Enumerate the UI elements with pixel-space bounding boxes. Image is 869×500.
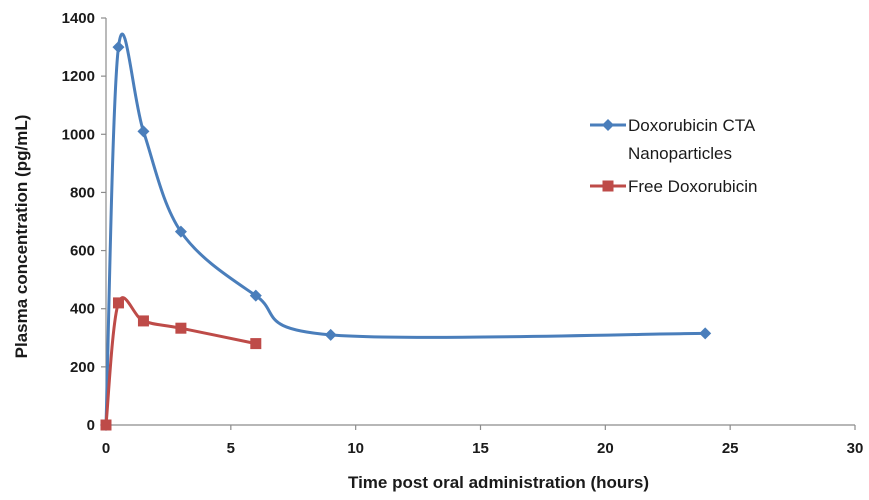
series-line <box>104 296 258 427</box>
x-tick-label: 15 <box>472 440 489 457</box>
y-tick-label: 600 <box>70 243 95 260</box>
data-point <box>112 41 125 54</box>
series-line <box>104 32 707 427</box>
y-tick-label: 1200 <box>62 68 95 85</box>
data-point <box>137 125 150 138</box>
legend-swatch-marker <box>602 119 614 131</box>
data-point <box>699 327 712 340</box>
y-tick-label: 1400 <box>62 10 95 27</box>
series-2 <box>100 296 262 431</box>
data-point <box>100 419 112 431</box>
y-tick-label: 1000 <box>62 126 95 143</box>
x-tick-label: 10 <box>347 440 364 457</box>
x-tick-label: 0 <box>102 440 110 457</box>
x-tick-label: 5 <box>227 440 235 457</box>
x-tick-label: 20 <box>597 440 614 457</box>
y-tick-label: 800 <box>70 184 95 201</box>
y-tick-label: 200 <box>70 359 95 376</box>
legend-item-1: Doxorubicin CTA Nanoparticles <box>590 116 756 163</box>
data-point <box>250 338 262 350</box>
data-point <box>249 289 262 302</box>
data-point <box>324 328 337 341</box>
y-tick-label: 0 <box>87 417 95 434</box>
x-tick-label: 30 <box>847 440 864 457</box>
y-axis-title: Plasma concentration (pg/mL) <box>12 115 31 359</box>
axes: 0 200 400 600 800 1000 1200 1400 0 5 10 15 20 25 30 <box>62 10 864 457</box>
legend: Doxorubicin CTA Nanoparticles Free Doxorub… <box>590 116 757 196</box>
legend-label: Nanoparticles <box>628 144 732 163</box>
legend-label: Free Doxorubicin <box>628 177 757 196</box>
series-1 <box>100 32 712 431</box>
y-tick-label: 400 <box>70 301 95 318</box>
data-point <box>112 297 124 309</box>
x-tick-label: 25 <box>722 440 739 457</box>
legend-item-2: Free Doxorubicin <box>590 177 757 196</box>
legend-swatch-marker <box>602 180 614 192</box>
legend-label: Doxorubicin CTA <box>628 116 756 135</box>
data-point <box>175 322 187 334</box>
data-point <box>174 225 187 238</box>
x-axis-title: Time post oral administration (hours) <box>348 473 649 492</box>
series-layer <box>100 32 712 431</box>
data-point <box>137 315 149 327</box>
